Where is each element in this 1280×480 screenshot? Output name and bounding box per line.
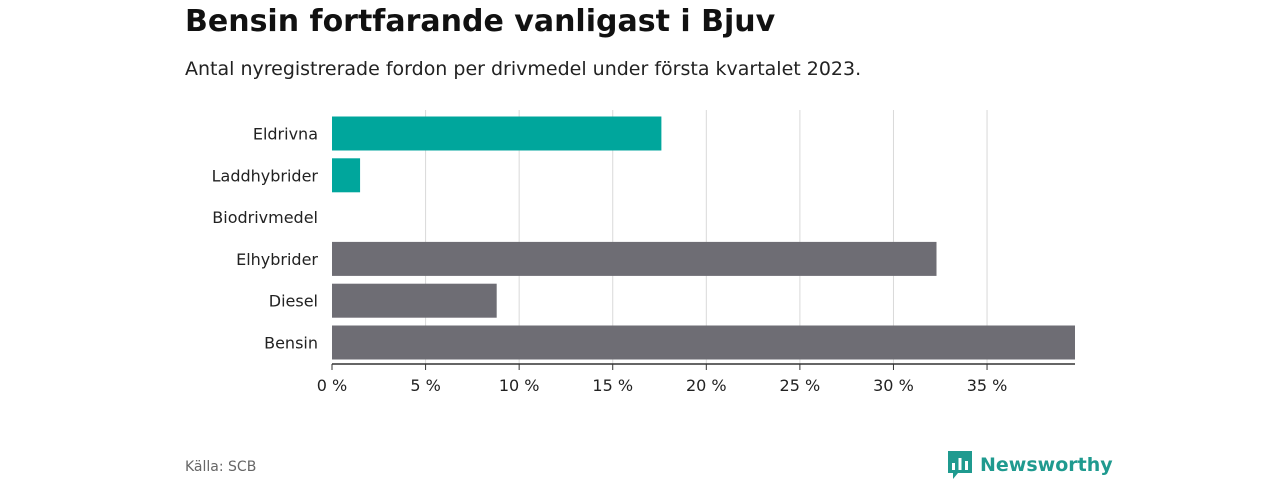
x-tick-label: 15 % — [592, 376, 633, 395]
category-label: Laddhybrider — [212, 166, 319, 185]
x-tick-label: 5 % — [410, 376, 440, 395]
x-tick-label: 10 % — [499, 376, 540, 395]
x-tick-label: 35 % — [967, 376, 1008, 395]
x-tick-label: 25 % — [780, 376, 821, 395]
category-label: Elhybrider — [236, 250, 318, 269]
source-note: Källa: SCB — [185, 459, 257, 475]
x-tick-label: 30 % — [873, 376, 914, 395]
newsworthy-logo-icon — [948, 451, 972, 479]
bar — [332, 116, 662, 151]
bar — [332, 158, 361, 193]
chart-subtitle: Antal nyregistrerade fordon per drivmede… — [185, 58, 862, 80]
category-label: Eldrivna — [253, 125, 318, 144]
category-label: Biodrivmedel — [212, 208, 318, 227]
category-label: Diesel — [269, 292, 318, 311]
bar — [332, 283, 497, 318]
x-tick-label: 0 % — [317, 376, 347, 395]
brand-name: Newsworthy — [980, 454, 1113, 476]
chart-title: Bensin fortfarande vanligast i Bjuv — [185, 4, 776, 39]
bar — [332, 325, 1075, 360]
x-tick-label: 20 % — [686, 376, 727, 395]
category-label: Bensin — [264, 334, 318, 353]
brand: Newsworthy — [948, 451, 1113, 479]
bar — [332, 241, 937, 276]
